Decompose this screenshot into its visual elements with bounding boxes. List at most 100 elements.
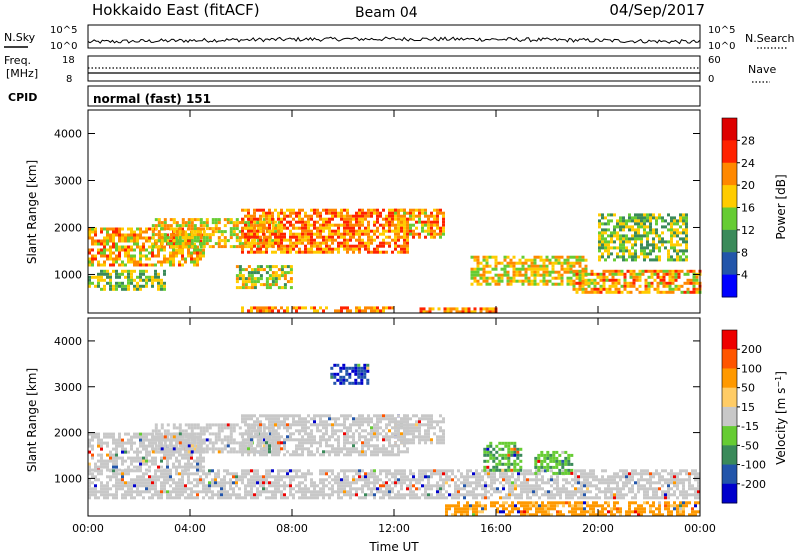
- data-cell: [358, 469, 361, 473]
- data-cell: [649, 225, 652, 229]
- data-cell: [617, 281, 621, 285]
- nave-tick-bottom: 0: [708, 74, 714, 85]
- data-cell: [334, 490, 337, 494]
- data-cell: [241, 414, 244, 418]
- data-cell: [538, 472, 541, 476]
- data-cell: [409, 223, 412, 227]
- data-cell: [331, 426, 334, 430]
- data-cell: [211, 221, 215, 225]
- noise-tick-bottom-right: 10^0: [708, 41, 735, 52]
- data-cell: [148, 432, 151, 436]
- data-cell: [406, 241, 409, 245]
- data-cell: [337, 247, 340, 251]
- data-cell: [346, 481, 349, 485]
- data-cell: [622, 484, 625, 488]
- data-cell: [361, 447, 364, 451]
- data-cell: [622, 255, 625, 259]
- data-cell: [442, 232, 445, 236]
- data-cell: [661, 243, 664, 247]
- data-cell: [598, 240, 601, 244]
- data-cell: [605, 290, 609, 294]
- data-cell: [535, 469, 538, 473]
- data-cell: [649, 228, 652, 232]
- data-cell: [611, 272, 615, 276]
- data-cell: [241, 283, 245, 287]
- data-cell: [229, 432, 233, 436]
- data-cell: [473, 307, 477, 311]
- data-cell: [244, 245, 248, 249]
- data-cell: [166, 465, 169, 469]
- data-cell: [172, 260, 175, 264]
- data-cell: [190, 254, 193, 258]
- data-cell: [154, 432, 158, 436]
- data-cell: [304, 475, 307, 479]
- data-cell: [349, 481, 352, 485]
- data-cell: [373, 472, 376, 476]
- data-cell: [91, 242, 94, 246]
- data-cell: [166, 242, 170, 246]
- data-cell: [391, 450, 394, 454]
- data-cell: [142, 278, 145, 282]
- data-cell: [178, 465, 181, 469]
- data-cell: [475, 493, 478, 497]
- data-cell: [211, 450, 215, 454]
- data-cell: [91, 230, 94, 234]
- data-cell: [139, 260, 142, 264]
- data-cell: [547, 478, 550, 482]
- data-cell: [184, 429, 188, 433]
- data-cell: [310, 438, 313, 442]
- data-cell: [232, 245, 236, 249]
- data-cell: [592, 469, 595, 473]
- power-band-8: [598, 213, 688, 262]
- data-cell: [196, 496, 199, 500]
- data-cell: [307, 432, 310, 436]
- data-cell: [334, 309, 337, 313]
- data-cell: [346, 475, 349, 479]
- data-cell: [181, 444, 185, 448]
- data-cell: [259, 447, 263, 451]
- data-cell: [427, 223, 430, 227]
- data-cell: [566, 261, 570, 265]
- data-cell: [358, 496, 361, 500]
- data-cell: [145, 438, 148, 442]
- data-cell: [181, 227, 184, 231]
- data-cell: [370, 229, 373, 233]
- data-cell: [607, 481, 610, 485]
- data-cell: [616, 493, 619, 497]
- data-cell: [277, 309, 280, 313]
- data-cell: [229, 487, 232, 491]
- data-cell: [280, 268, 284, 272]
- data-cell: [472, 490, 475, 494]
- data-cell: [622, 252, 625, 256]
- data-cell: [560, 267, 564, 271]
- data-cell: [184, 221, 188, 225]
- data-cell: [118, 487, 121, 491]
- data-cell: [91, 490, 94, 494]
- data-cell: [244, 208, 247, 212]
- data-cell: [310, 238, 313, 242]
- data-cell: [436, 214, 439, 218]
- data-cell: [202, 465, 205, 469]
- data-cell: [289, 271, 293, 275]
- data-cell: [355, 223, 358, 227]
- data-cell: [517, 475, 520, 479]
- data-cell: [112, 438, 115, 442]
- data-cell: [406, 244, 409, 248]
- data-cell: [557, 276, 561, 280]
- data-cell: [289, 232, 292, 236]
- data-cell: [361, 244, 364, 248]
- data-cell: [529, 496, 532, 500]
- data-cell: [355, 217, 358, 221]
- data-cell: [241, 250, 244, 254]
- data-cell: [421, 220, 424, 224]
- data-cell: [482, 270, 486, 274]
- data-cell: [343, 475, 346, 479]
- data-cell: [379, 223, 382, 227]
- data-cell: [524, 267, 528, 271]
- data-cell: [238, 277, 242, 281]
- data-cell: [184, 484, 187, 488]
- data-cell: [178, 423, 182, 427]
- data-cell: [310, 444, 313, 448]
- data-cell: [397, 453, 400, 457]
- data-cell: [235, 478, 238, 482]
